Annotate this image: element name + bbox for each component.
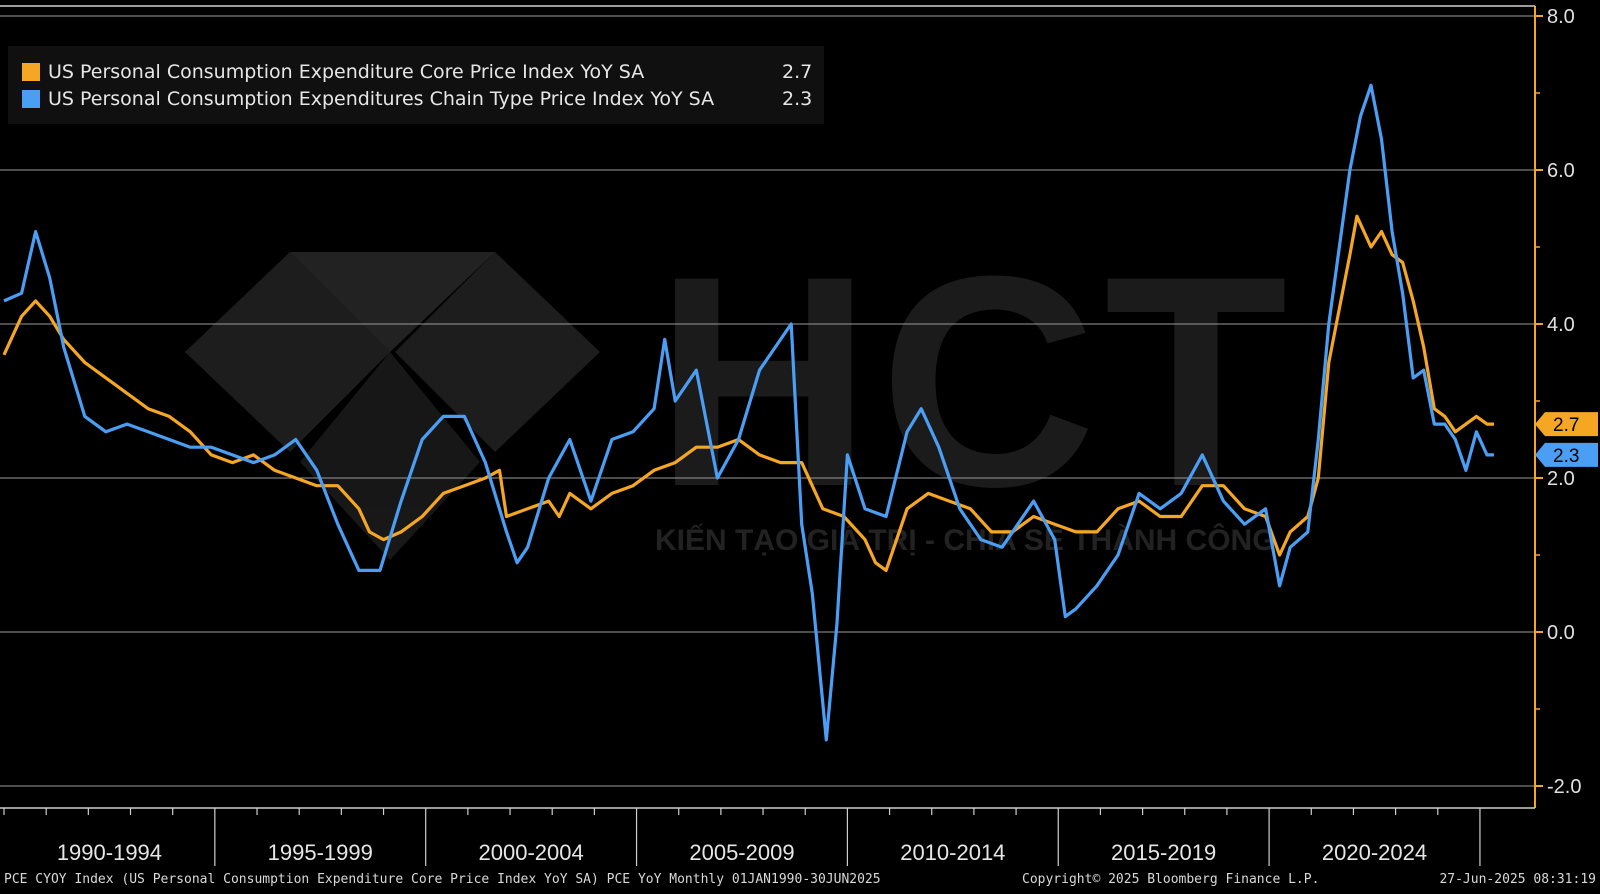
watermark-text: HCT (655, 213, 1296, 549)
y-tick-label: 4.0 (1547, 314, 1575, 336)
y-tick-label: -2.0 (1547, 776, 1581, 798)
legend-value-headline-pce: 2.3 (782, 88, 813, 110)
series-lines (2, 83, 1494, 742)
footer-copyright: Copyright© 2025 Bloomberg Finance L.P. (1022, 872, 1320, 887)
x-period-label: 2020-2024 (1322, 840, 1427, 865)
x-period-label: 1990-1994 (57, 840, 162, 865)
x-period-label: 1995-1999 (268, 840, 373, 865)
watermark-diamond-left (185, 252, 390, 452)
legend-swatch-headline-pce (22, 90, 40, 108)
last-value-tag-text: 2.3 (1553, 446, 1579, 467)
x-period-label: 2010-2014 (900, 840, 1005, 865)
watermark-logo: HCT KIẾN TẠO GIÁ TRỊ - CHIA SẺ THÀNH CÔN… (185, 213, 1296, 560)
watermark-tagline: KIẾN TẠO GIÁ TRỊ - CHIA SẺ THÀNH CÔNG (655, 523, 1276, 557)
x-period-label: 2005-2009 (689, 840, 794, 865)
legend-item-core-pce: US Personal Consumption Expenditure Core… (22, 60, 812, 84)
watermark-diamond-right (395, 252, 600, 452)
series-line-core-pce (2, 214, 1494, 572)
legend-item-headline-pce: US Personal Consumption Expenditures Cha… (22, 87, 812, 111)
last-value-tag-headline-pce: 2.3 (1535, 442, 1598, 467)
watermark-diamond-top (290, 252, 495, 352)
y-tick-label: 6.0 (1547, 160, 1575, 182)
footer-timestamp: 27-Jun-2025 08:31:19 (1439, 872, 1596, 887)
legend-swatch-core-pce (22, 63, 40, 81)
x-period-label: 2015-2019 (1111, 840, 1216, 865)
legend: US Personal Consumption Expenditure Core… (8, 46, 824, 124)
axes (0, 5, 1543, 866)
x-period-label: 2000-2004 (479, 840, 584, 865)
footer-description: PCE CYOY Index (US Personal Consumption … (4, 872, 881, 887)
y-tick-label: 8.0 (1547, 6, 1575, 28)
watermark-diamond-bottom (300, 352, 480, 560)
last-value-tag-bg (1535, 412, 1598, 437)
grid-lines (0, 15, 1535, 787)
legend-label-core-pce: US Personal Consumption Expenditure Core… (48, 61, 645, 83)
legend-value-core-pce: 2.7 (782, 61, 813, 83)
last-value-tag-text: 2.7 (1553, 415, 1579, 436)
y-tick-label: 2.0 (1547, 468, 1575, 490)
last-value-tag-bg (1535, 442, 1598, 467)
axis-labels: -2.0 0.0 2.0 4.0 6.0 8.0 1990-1994 1995-1999 200… (57, 6, 1598, 865)
legend-label-headline-pce: US Personal Consumption Expenditures Cha… (48, 88, 715, 110)
last-value-tag-core-pce: 2.7 (1535, 412, 1598, 437)
y-tick-label: 0.0 (1547, 622, 1575, 644)
series-line-headline-pce (3, 83, 1494, 742)
